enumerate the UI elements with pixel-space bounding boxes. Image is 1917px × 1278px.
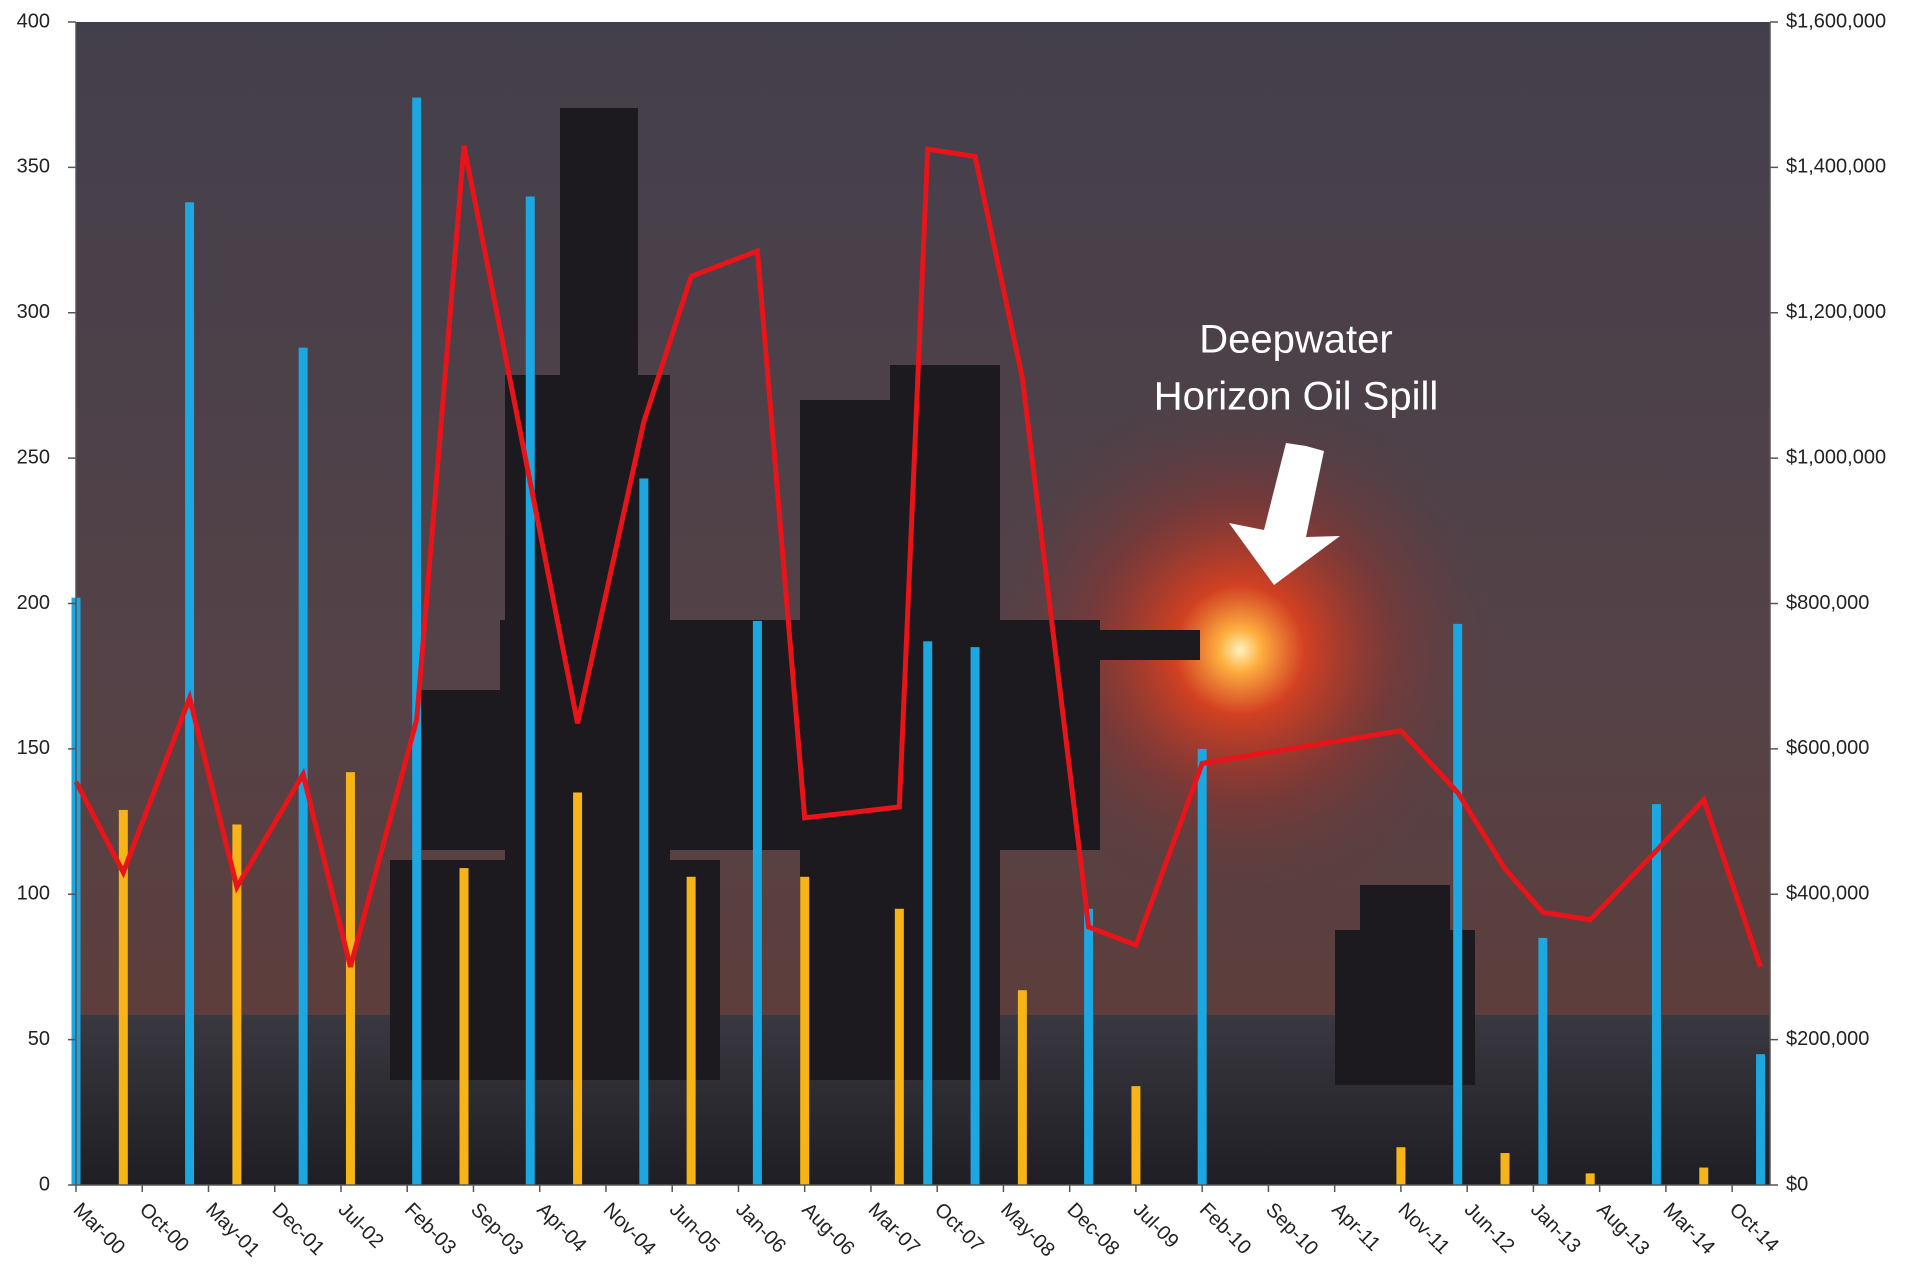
bar [1538,937,1548,1185]
bar [525,196,535,1185]
annotation-text: Deepwater [1199,318,1392,362]
bar [232,824,242,1185]
bar [1500,1153,1510,1185]
bar [1585,1173,1595,1185]
annotation: Deepwater Horizon Oil Spill [1154,318,1439,585]
annotation-text: Horizon Oil Spill [1154,375,1439,419]
bar [752,620,762,1185]
y2-tick-label: $1,400,000 [1786,156,1886,178]
y-tick-label: 50 [28,1028,50,1050]
x-tick-label: Aug-06 [797,1199,858,1260]
y2-tick-label: $200,000 [1786,1028,1869,1050]
x-tick-label: Oct-00 [135,1199,193,1257]
y-tick-label: 400 [17,10,50,32]
x-tick-label: Jul-09 [1129,1199,1183,1253]
bar [412,97,422,1186]
bar [1084,908,1094,1185]
x-tick-label: Mar-14 [1659,1199,1719,1259]
y2-tick-label: $800,000 [1786,592,1869,614]
x-tick-label: Dec-08 [1062,1199,1123,1260]
x-tick-label: Feb-10 [1195,1199,1255,1259]
x-tick-label: Apr-04 [532,1199,590,1257]
bar [1197,748,1207,1185]
bar [573,792,583,1185]
annotation-arrow [1229,443,1340,585]
bar [686,876,696,1185]
y-tick-label: 300 [17,301,50,323]
y-tick-label: 350 [17,156,50,178]
x-tick-label: Feb-03 [400,1199,460,1259]
y2-tick-label: $0 [1786,1173,1808,1195]
x-tick-label: Mar-00 [69,1199,129,1259]
x-tick-label: Jun-12 [1460,1199,1519,1258]
x-tick-label: May-08 [996,1199,1059,1262]
bar [1453,623,1463,1185]
background-photo [76,22,1770,1185]
x-tick-label: May-01 [201,1199,264,1262]
x-tick-label: Oct-07 [930,1199,988,1257]
x-tick-label: Dec-01 [267,1199,328,1260]
bar [118,809,128,1185]
bar [1699,1167,1709,1185]
bar [345,772,355,1185]
x-tick-label: Sep-03 [466,1199,527,1260]
y2-tick-label: $1,000,000 [1786,446,1886,468]
bar [970,647,980,1185]
x-tick-label: Aug-13 [1592,1199,1653,1260]
bar [894,908,904,1185]
bar [298,347,308,1185]
x-tick-label: Sep-10 [1261,1199,1322,1260]
y-tick-label: 200 [17,592,50,614]
bar [1017,990,1027,1185]
y-tick-label: 250 [17,446,50,468]
x-tick-label: Jul-02 [334,1199,388,1253]
x-tick-label: Jun-05 [665,1199,724,1258]
y2-tick-label: $1,600,000 [1786,10,1886,32]
y-tick-label: 100 [17,883,50,905]
bar [1131,1086,1141,1185]
bar [800,876,810,1185]
y2-tick-label: $400,000 [1786,883,1869,905]
bar [639,478,649,1185]
y-tick-label: 0 [39,1173,50,1195]
bar [1396,1147,1406,1185]
bar [1651,804,1661,1185]
x-tick-label: Nov-04 [599,1199,660,1260]
x-tick-label: Mar-07 [864,1199,924,1259]
bar [923,641,933,1185]
bar [459,868,469,1185]
y2-tick-label: $1,200,000 [1786,301,1886,323]
x-tick-label: Jan-13 [1526,1199,1585,1258]
y-tick-label: 150 [17,737,50,759]
x-tick-label: Jan-06 [731,1199,790,1258]
line [73,145,1763,968]
bar [1756,1054,1766,1185]
x-tick-label: Apr-11 [1327,1199,1384,1256]
y2-tick-label: $600,000 [1786,737,1869,759]
x-tick-label: Nov-11 [1394,1199,1454,1259]
x-tick-label: Oct-14 [1725,1199,1783,1257]
